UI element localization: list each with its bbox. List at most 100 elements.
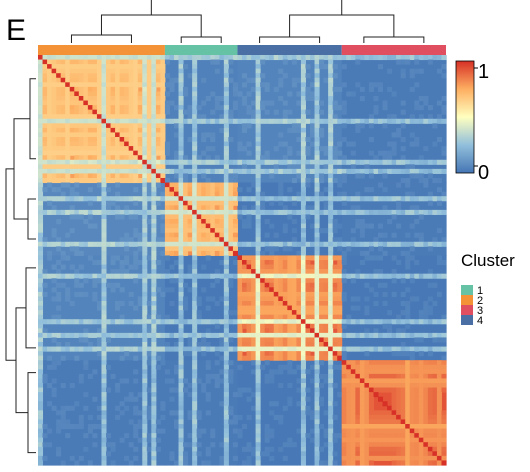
heatmap-cell bbox=[201, 264, 207, 270]
heatmap-cell bbox=[78, 424, 84, 430]
heatmap-cell bbox=[60, 150, 66, 156]
heatmap-cell bbox=[164, 55, 170, 61]
heatmap-cell bbox=[319, 269, 325, 275]
heatmap-cell bbox=[187, 214, 193, 220]
heatmap-cell bbox=[310, 319, 316, 325]
heatmap-cell bbox=[205, 328, 211, 334]
heatmap-cell bbox=[314, 310, 320, 316]
heatmap-cell bbox=[423, 301, 429, 307]
heatmap-cell bbox=[110, 82, 116, 88]
heatmap-cell bbox=[237, 146, 243, 152]
heatmap-cell bbox=[119, 55, 125, 61]
heatmap-cell bbox=[214, 241, 220, 247]
heatmap-cell bbox=[432, 337, 438, 343]
heatmap-cell bbox=[60, 346, 66, 352]
heatmap-cell bbox=[328, 82, 334, 88]
heatmap-cell bbox=[359, 405, 365, 411]
heatmap-cell bbox=[246, 141, 252, 147]
heatmap-cell bbox=[210, 282, 216, 288]
heatmap-cell bbox=[128, 178, 134, 184]
heatmap-cell bbox=[237, 187, 243, 193]
heatmap-cell bbox=[142, 64, 148, 70]
heatmap-cell bbox=[427, 332, 433, 338]
heatmap-cell bbox=[242, 355, 248, 361]
heatmap-cell bbox=[178, 278, 184, 284]
heatmap-cell bbox=[96, 319, 102, 325]
heatmap-cell bbox=[418, 383, 424, 389]
heatmap-cell bbox=[119, 59, 125, 65]
heatmap-cell bbox=[341, 323, 347, 329]
row-dendrogram-branch bbox=[29, 78, 36, 160]
heatmap-cell bbox=[400, 351, 406, 357]
heatmap-cell bbox=[83, 123, 89, 129]
heatmap-cell bbox=[405, 364, 411, 370]
heatmap-cell bbox=[38, 373, 44, 379]
heatmap-cell bbox=[255, 351, 261, 357]
heatmap-cell bbox=[282, 337, 288, 343]
heatmap-cell bbox=[92, 86, 98, 92]
heatmap-cell bbox=[314, 351, 320, 357]
heatmap-cell bbox=[418, 364, 424, 370]
heatmap-cell bbox=[174, 460, 180, 466]
heatmap-cell bbox=[346, 414, 352, 420]
heatmap-cell bbox=[232, 428, 238, 434]
heatmap-cell bbox=[282, 118, 288, 124]
heatmap-cell bbox=[69, 77, 75, 83]
heatmap-cell bbox=[160, 346, 166, 352]
heatmap-cell bbox=[382, 446, 388, 452]
heatmap-cell bbox=[210, 200, 216, 206]
heatmap-cell bbox=[260, 332, 266, 338]
heatmap-cell bbox=[69, 132, 75, 138]
heatmap-cell bbox=[192, 196, 198, 202]
heatmap-cell bbox=[83, 132, 89, 138]
heatmap-cell bbox=[310, 123, 316, 129]
heatmap-cell bbox=[269, 223, 275, 229]
heatmap-cell bbox=[155, 196, 161, 202]
heatmap-cell bbox=[414, 232, 420, 238]
heatmap-cell bbox=[178, 383, 184, 389]
heatmap-cell bbox=[427, 373, 433, 379]
heatmap-cell bbox=[427, 168, 433, 174]
heatmap-cell bbox=[65, 232, 71, 238]
heatmap-cell bbox=[328, 360, 334, 366]
heatmap-cell bbox=[47, 346, 53, 352]
heatmap-cell bbox=[260, 355, 266, 361]
heatmap-cell bbox=[269, 100, 275, 106]
heatmap-cell bbox=[355, 55, 361, 61]
heatmap-cell bbox=[346, 141, 352, 147]
heatmap-cell bbox=[101, 205, 107, 211]
heatmap-cell bbox=[310, 301, 316, 307]
heatmap-cell bbox=[192, 264, 198, 270]
heatmap-cell bbox=[260, 159, 266, 165]
heatmap-cell bbox=[264, 323, 270, 329]
heatmap-cell bbox=[115, 132, 121, 138]
heatmap-cell bbox=[74, 91, 80, 97]
heatmap-cell bbox=[155, 77, 161, 83]
heatmap-cell bbox=[92, 442, 98, 448]
heatmap-cell bbox=[436, 187, 442, 193]
heatmap-cell bbox=[264, 332, 270, 338]
heatmap-cell bbox=[359, 196, 365, 202]
heatmap-cell bbox=[255, 114, 261, 120]
heatmap-cell bbox=[142, 109, 148, 115]
heatmap-cell bbox=[414, 405, 420, 411]
heatmap-cell bbox=[169, 287, 175, 293]
heatmap-cell bbox=[328, 127, 334, 133]
heatmap-cell bbox=[305, 118, 311, 124]
heatmap-cell bbox=[255, 419, 261, 425]
heatmap-cell bbox=[146, 141, 152, 147]
heatmap-cell bbox=[373, 237, 379, 243]
heatmap-cell bbox=[359, 319, 365, 325]
heatmap-cell bbox=[110, 241, 116, 247]
heatmap-cell bbox=[314, 205, 320, 211]
heatmap-cell bbox=[106, 282, 112, 288]
heatmap-cell bbox=[42, 55, 48, 61]
heatmap-cell bbox=[119, 68, 125, 74]
heatmap-cell bbox=[423, 346, 429, 352]
heatmap-cell bbox=[355, 383, 361, 389]
heatmap-cell bbox=[128, 64, 134, 70]
heatmap-cell bbox=[409, 378, 415, 384]
heatmap-cell bbox=[264, 255, 270, 261]
heatmap-cell bbox=[60, 164, 66, 170]
heatmap-cell bbox=[38, 118, 44, 124]
